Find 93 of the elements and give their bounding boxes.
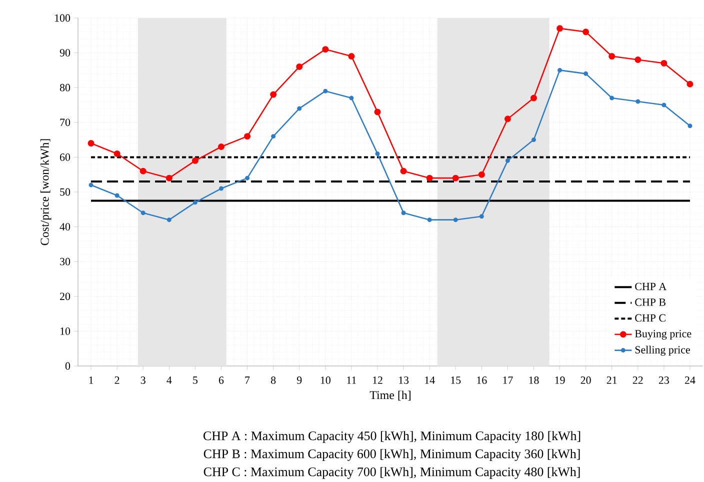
point bbox=[244, 132, 251, 140]
point bbox=[374, 108, 381, 116]
point bbox=[297, 106, 302, 111]
point bbox=[426, 174, 433, 182]
point bbox=[349, 96, 354, 100]
point bbox=[348, 52, 355, 60]
x-tick-label: 16 bbox=[477, 376, 487, 384]
point bbox=[427, 217, 432, 222]
point bbox=[192, 200, 198, 205]
x-tick-label: 14 bbox=[425, 376, 435, 384]
x-tick-label: 2 bbox=[114, 376, 120, 384]
point bbox=[270, 91, 277, 98]
point bbox=[504, 116, 511, 122]
point bbox=[531, 137, 536, 142]
point bbox=[166, 174, 172, 182]
x-tick-label: 18 bbox=[529, 376, 539, 384]
point bbox=[453, 217, 458, 222]
point bbox=[323, 88, 328, 94]
point bbox=[296, 63, 303, 70]
x-tick-label: 12 bbox=[372, 376, 382, 384]
legend-label: CHP C bbox=[635, 314, 666, 322]
x-tick-label: 9 bbox=[296, 376, 302, 384]
point bbox=[582, 28, 590, 36]
point bbox=[218, 143, 224, 150]
point bbox=[140, 210, 146, 216]
y-tick-label: 100 bbox=[55, 14, 70, 22]
point bbox=[530, 94, 537, 102]
point bbox=[140, 168, 146, 174]
point bbox=[452, 174, 459, 182]
legend-label: Buying price bbox=[634, 330, 692, 340]
point bbox=[610, 96, 614, 100]
legend-label: CHP A bbox=[635, 282, 667, 290]
x-tick-label: 1 bbox=[89, 376, 94, 384]
point bbox=[556, 25, 564, 32]
x-tick-label: 23 bbox=[658, 376, 669, 384]
point bbox=[558, 68, 562, 72]
y-tick-label: 30 bbox=[60, 258, 70, 266]
y-tick-label: 80 bbox=[60, 84, 70, 92]
y-tick-label: 90 bbox=[60, 49, 70, 56]
x-tick-label: 13 bbox=[399, 376, 409, 384]
x-tick-label: 7 bbox=[245, 376, 250, 384]
y-tick-label: 0 bbox=[65, 362, 70, 370]
point bbox=[479, 214, 484, 219]
point bbox=[322, 46, 329, 52]
point bbox=[660, 60, 668, 66]
point bbox=[401, 210, 406, 216]
point bbox=[245, 176, 250, 180]
point bbox=[478, 171, 485, 178]
point bbox=[505, 158, 510, 163]
point bbox=[88, 140, 94, 146]
point bbox=[218, 186, 224, 191]
point bbox=[686, 80, 694, 88]
point bbox=[584, 71, 588, 76]
point bbox=[375, 151, 380, 156]
text: CHP C : Maximum Capacity 700 [kWh], Minimum Capacity 480 [kWh] bbox=[204, 467, 580, 479]
point bbox=[634, 56, 642, 63]
y-tick-label: 50 bbox=[60, 188, 70, 196]
x-tick-label: 22 bbox=[632, 376, 643, 384]
y-tick-label: 40 bbox=[60, 223, 70, 230]
point bbox=[662, 102, 666, 108]
x-tick-label: 20 bbox=[580, 376, 591, 384]
point bbox=[400, 168, 407, 174]
legend-label: Selling price bbox=[635, 346, 690, 356]
legend-label: CHP B bbox=[635, 298, 666, 306]
point bbox=[88, 182, 94, 188]
y-tick-label: 70 bbox=[60, 118, 70, 126]
x-tick-label: 24 bbox=[684, 376, 696, 384]
text: CHP B : Maximum Capacity 600 [kWh], Minimum Capacity 360 [kWh] bbox=[204, 449, 580, 461]
x-axis-title: Time [h] bbox=[370, 390, 410, 401]
x-tick-label: 17 bbox=[503, 376, 513, 384]
x-tick-label: 5 bbox=[193, 376, 198, 384]
x-tick-label: 4 bbox=[166, 376, 172, 384]
x-tick-label: 11 bbox=[347, 376, 356, 384]
point bbox=[608, 52, 616, 60]
x-tick-label: 19 bbox=[555, 376, 565, 384]
point bbox=[114, 193, 120, 198]
y-axis-title: Cost/price [won/kWh] bbox=[40, 139, 52, 246]
point bbox=[192, 157, 198, 164]
x-tick-label: 15 bbox=[451, 376, 461, 384]
x-tick-label: 3 bbox=[140, 376, 146, 384]
point bbox=[271, 134, 276, 138]
point bbox=[636, 99, 640, 104]
x-tick-label: 10 bbox=[320, 376, 330, 384]
x-tick-label: 8 bbox=[271, 376, 276, 384]
x-tick-label: 6 bbox=[218, 376, 224, 384]
point bbox=[114, 150, 120, 157]
y-tick-label: 60 bbox=[60, 153, 70, 161]
text: CHP A : Maximum Capacity 450 [kWh], Minimum Capacity 180 [kWh] bbox=[204, 431, 580, 443]
point bbox=[688, 124, 692, 128]
point bbox=[166, 217, 172, 222]
y-tick-label: 10 bbox=[60, 327, 70, 335]
x-tick-label: 21 bbox=[606, 376, 617, 384]
y-tick-label: 20 bbox=[60, 292, 70, 300]
